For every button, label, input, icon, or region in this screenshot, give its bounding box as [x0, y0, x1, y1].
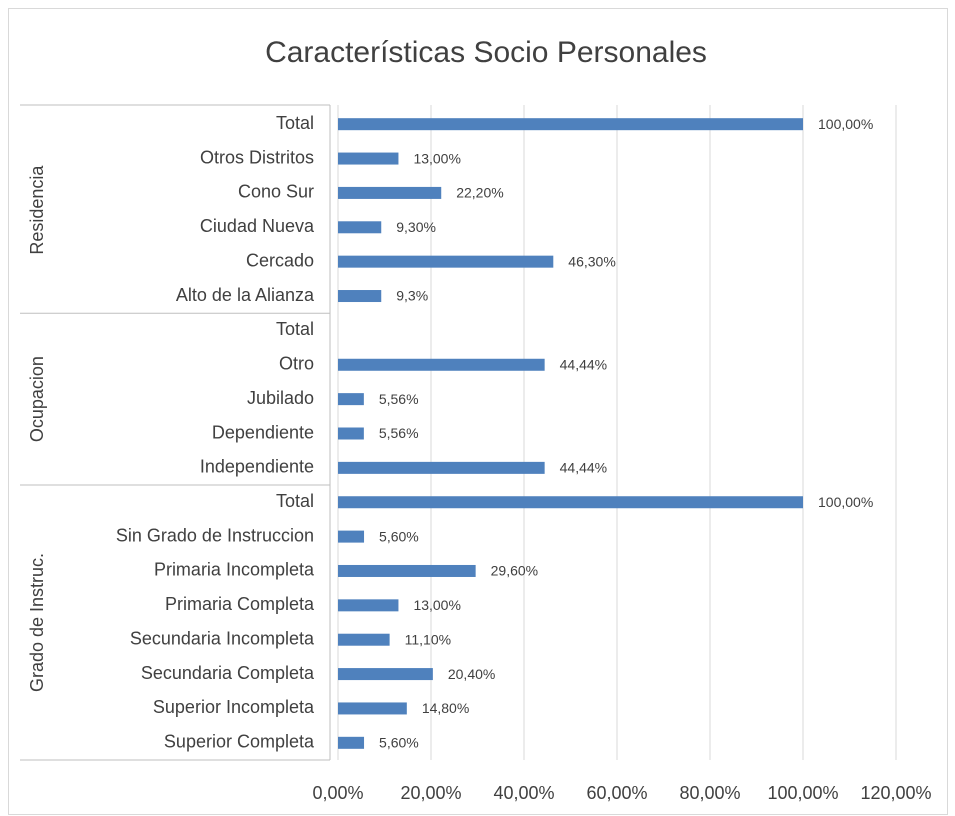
y-tick-label: Primaria Completa	[165, 594, 315, 614]
x-tick-label: 40,00%	[493, 783, 554, 803]
bar	[338, 496, 803, 509]
y-tick-label: Total	[276, 491, 314, 511]
y-tick-label: Otros Distritos	[200, 147, 314, 167]
y-tick-label: Otro	[279, 354, 314, 374]
bar	[338, 564, 476, 577]
x-tick-label: 20,00%	[400, 783, 461, 803]
x-tick-label: 0,00%	[312, 783, 363, 803]
y-tick-label: Secundaria Incompleta	[130, 628, 315, 648]
bar	[338, 186, 442, 199]
y-tick-label: Alto de la Alianza	[176, 285, 315, 305]
x-tick-label: 80,00%	[679, 783, 740, 803]
data-label: 46,30%	[568, 253, 615, 269]
y-tick-label: Total	[276, 113, 314, 133]
data-label: 11,10%	[405, 631, 451, 647]
y-tick-label: Independiente	[200, 457, 314, 477]
data-label: 5,56%	[379, 425, 419, 441]
bar	[338, 530, 365, 543]
bar	[338, 152, 399, 165]
data-label: 9,3%	[396, 288, 428, 304]
y-tick-label: Superior Completa	[164, 732, 315, 752]
y-tick-label: Dependiente	[212, 422, 314, 442]
data-label: 5,60%	[379, 528, 419, 544]
bar	[338, 461, 545, 474]
y-tick-label: Ciudad Nueva	[200, 216, 315, 236]
y-tick-label: Sin Grado de Instruccion	[116, 525, 314, 545]
x-tick-label: 100,00%	[767, 783, 838, 803]
data-label: 14,80%	[422, 700, 469, 716]
y-tick-label: Jubilado	[247, 388, 314, 408]
data-label: 13,00%	[413, 150, 460, 166]
data-label: 9,30%	[396, 219, 436, 235]
bar	[338, 255, 554, 268]
y-tick-label: Primaria Incompleta	[154, 560, 315, 580]
bar	[338, 668, 433, 681]
data-label: 22,20%	[456, 185, 503, 201]
y-tick-label: Cercado	[246, 250, 314, 270]
bar	[338, 358, 545, 371]
group-label: Residencia	[27, 165, 47, 255]
bar	[338, 118, 803, 131]
y-tick-label: Cono Sur	[238, 182, 314, 202]
y-tick-label: Total	[276, 319, 314, 339]
bar	[338, 290, 382, 303]
data-label: 100,00%	[818, 116, 873, 132]
y-tick-label: Superior Incompleta	[153, 697, 315, 717]
data-label: 44,44%	[560, 460, 607, 476]
data-label: 5,60%	[379, 735, 419, 751]
chart-border	[8, 8, 948, 815]
bar	[338, 427, 364, 440]
x-tick-label: 120,00%	[860, 783, 931, 803]
bar	[338, 702, 407, 715]
bar	[338, 736, 365, 749]
data-label: 29,60%	[491, 563, 538, 579]
chart-title: Características Socio Personales	[265, 36, 707, 69]
x-tick-label: 60,00%	[586, 783, 647, 803]
data-label: 5,56%	[379, 391, 419, 407]
group-label: Grado de Instruc.	[27, 553, 47, 692]
bar	[338, 599, 399, 612]
y-tick-label: Secundaria Completa	[141, 663, 315, 683]
bar	[338, 393, 364, 406]
data-label: 100,00%	[818, 494, 873, 510]
bar	[338, 633, 390, 646]
group-label: Ocupacion	[27, 356, 47, 442]
data-label: 13,00%	[413, 597, 460, 613]
bar	[338, 221, 382, 234]
data-label: 20,40%	[448, 666, 495, 682]
data-label: 44,44%	[560, 356, 607, 372]
